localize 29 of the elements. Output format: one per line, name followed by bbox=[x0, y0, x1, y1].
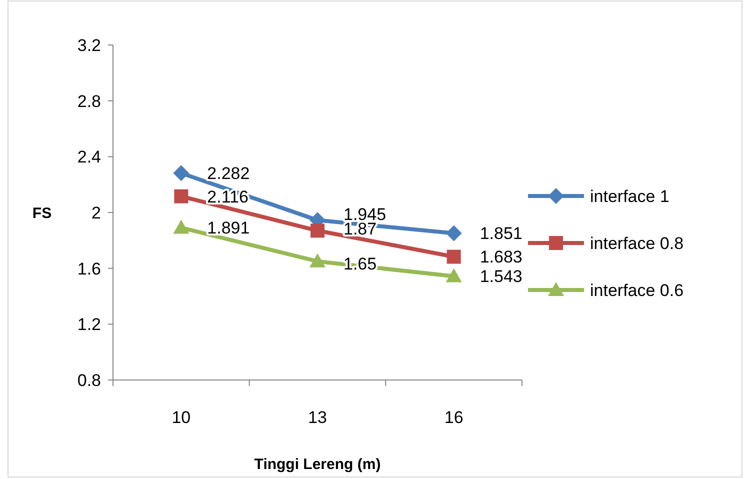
y-tick-label: 3.2 bbox=[77, 36, 101, 55]
data-label: 1.891 bbox=[207, 218, 250, 238]
legend-label: interface 0.6 bbox=[590, 280, 684, 300]
x-tick-label: 13 bbox=[308, 408, 327, 427]
y-tick-label: 0.8 bbox=[77, 370, 101, 390]
x-tick-label: 10 bbox=[172, 408, 191, 427]
x-axis-title: Tinggi Lereng (m) bbox=[254, 456, 381, 473]
legend-label: interface 1 bbox=[590, 186, 670, 206]
data-label: 1.543 bbox=[480, 267, 522, 286]
data-label: 1.683 bbox=[480, 248, 522, 267]
point bbox=[446, 225, 462, 242]
point bbox=[173, 165, 190, 182]
y-tick-label: 2.8 bbox=[77, 92, 101, 111]
y-axis-title: FS bbox=[32, 205, 52, 222]
legend-label: interface 0.8 bbox=[590, 234, 684, 253]
y-tick-label: 1.2 bbox=[77, 315, 101, 334]
data-label: 1.851 bbox=[480, 224, 522, 244]
point bbox=[446, 250, 461, 264]
x-tick-label: 16 bbox=[444, 408, 464, 427]
point bbox=[174, 189, 188, 204]
point bbox=[310, 224, 324, 238]
y-tick-label: 1.6 bbox=[77, 259, 101, 278]
y-tick-label: 2.4 bbox=[77, 148, 101, 167]
point bbox=[173, 220, 190, 234]
data-label: 2.282 bbox=[207, 164, 250, 184]
data-label: 2.116 bbox=[207, 187, 248, 206]
point bbox=[310, 253, 326, 268]
y-tick-label: 2 bbox=[92, 203, 101, 222]
point bbox=[446, 268, 462, 282]
